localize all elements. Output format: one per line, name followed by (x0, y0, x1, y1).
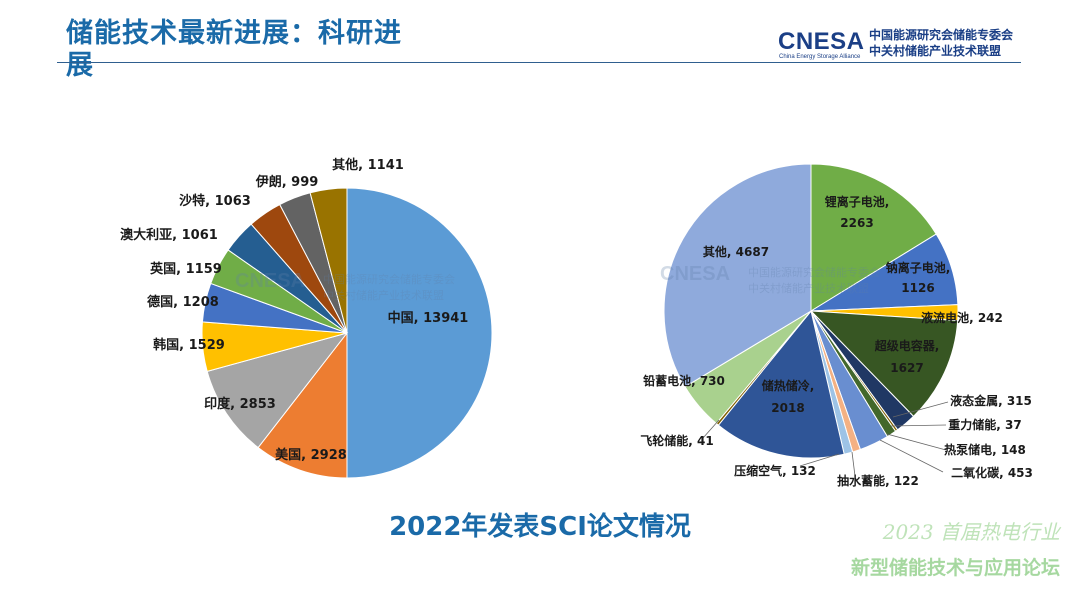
data-label: 2018 (771, 401, 804, 415)
data-label: 液态金属, 315 (950, 393, 1032, 408)
data-label: 抽水蓄能, 122 (837, 473, 919, 488)
leader-line (702, 419, 720, 439)
leader-line (799, 453, 840, 467)
pie-slice (809, 310, 959, 418)
data-label: 热泵储电, 148 (944, 442, 1026, 457)
data-label: 1627 (890, 361, 923, 375)
data-label: 印度, 2853 (204, 396, 276, 412)
data-label: 飞轮储能, 41 (640, 433, 713, 448)
logo-mark: CNESA (778, 28, 865, 55)
data-label: 澳大利亚, 1061 (120, 227, 218, 243)
pie-slice (309, 187, 348, 334)
event-title-line-1: 2023 首届热电行业 (882, 520, 1060, 544)
leader-line (892, 401, 949, 418)
data-label: 重力储能, 37 (948, 417, 1021, 432)
title-divider (57, 62, 1021, 63)
pie-slice (717, 309, 845, 459)
data-label: 德国, 1208 (147, 294, 219, 310)
leader-line (886, 433, 947, 451)
data-label: 中国, 13941 (388, 310, 469, 326)
slide-title: 储能技术最新进展：科研进展 (66, 18, 402, 81)
leader-line (890, 424, 947, 427)
data-label: 储热储冷, (762, 378, 815, 393)
event-title-line-2: 新型储能技术与应用论坛 (850, 557, 1060, 579)
data-label: 英国, 1159 (149, 261, 222, 277)
pie-slice (346, 187, 493, 479)
data-label: 液流电池, 242 (921, 310, 1003, 325)
pie-slice (810, 163, 937, 312)
logo-org-line-2: 中关村储能产业技术联盟 (869, 44, 1002, 58)
data-label: 锂离子电池, (825, 194, 890, 209)
logo-subtitle: China Energy Storage Alliance (779, 54, 861, 60)
pie-slice (257, 331, 348, 479)
data-label: 钠离子电池, (886, 260, 951, 275)
data-label: 美国, 2928 (275, 447, 347, 463)
cnesa-logo: CNESA China Energy Storage Alliance 中国能源… (778, 24, 1028, 60)
data-label: 韩国, 1529 (153, 337, 225, 353)
leader-line (879, 439, 944, 473)
data-label: 二氧化碳, 453 (951, 465, 1033, 480)
data-label: 铅蓄电池, 730 (642, 373, 725, 388)
data-label: 压缩空气, 132 (734, 463, 816, 478)
data-label: 其他, 1141 (332, 157, 404, 173)
data-label: 2263 (840, 216, 873, 230)
pie-slice (663, 163, 812, 388)
data-label: 超级电容器, (874, 338, 940, 353)
pie-slice (206, 332, 349, 449)
data-label: 沙特, 1063 (179, 193, 251, 209)
data-label: 1126 (901, 281, 934, 295)
pie-chart-1: 中国, 13941 美国, 2928 印度, 2853 韩国, 1529 德国, 120… (120, 157, 493, 479)
logo-org-line-1: 中国能源研究会储能专委会 (869, 28, 1014, 42)
chart-caption: 2022年发表SCI论文情况 (389, 512, 691, 542)
pie-chart-2: 锂离子电池, 2263 钠离子电池, 1126 液流电池, 242 超级电容器, 1627 液… (640, 163, 1033, 488)
data-label: 伊朗, 999 (255, 174, 319, 190)
data-label: 其他, 4687 (703, 244, 769, 259)
leader-line (851, 451, 856, 477)
